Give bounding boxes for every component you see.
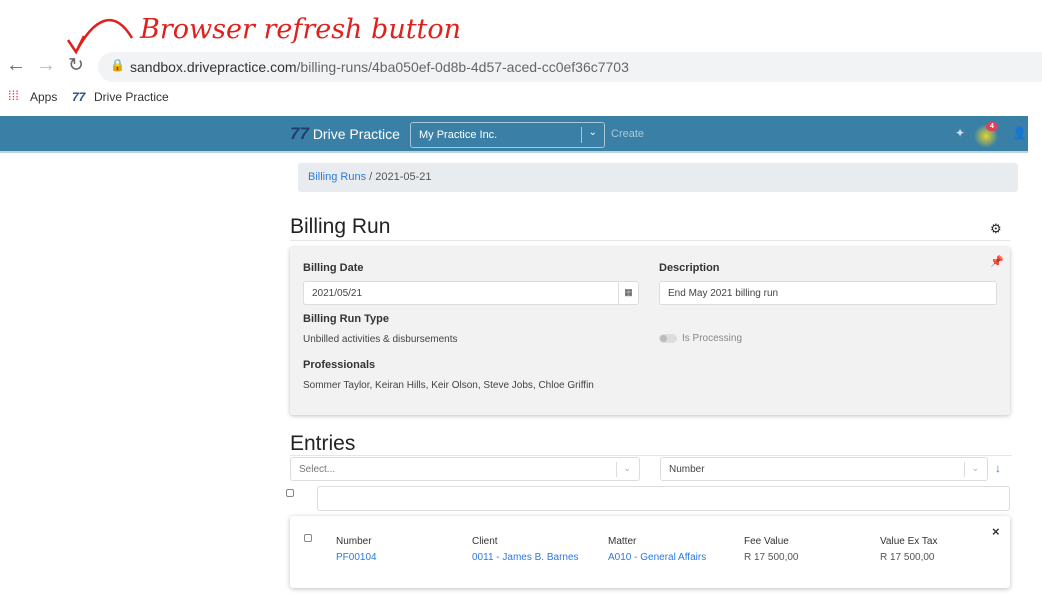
- is-processing-label: Is Processing: [682, 333, 743, 344]
- breadcrumb-current: 2021-05-21: [375, 171, 432, 183]
- brand[interactable]: 77 Drive Practice: [290, 124, 400, 144]
- select-all-checkbox[interactable]: [286, 489, 294, 497]
- annotation-text: Browser refresh button: [140, 14, 462, 45]
- entries-filter-select[interactable]: Select... ⌄: [290, 457, 640, 481]
- user-icon[interactable]: 👤: [1012, 126, 1027, 140]
- magic-wand-icon[interactable]: ✦: [955, 126, 966, 140]
- chevron-down-icon: ⌄: [971, 463, 979, 473]
- description-field[interactable]: End May 2021 billing run: [659, 281, 997, 305]
- description-label: Description: [659, 262, 720, 274]
- breadcrumb-billing-runs[interactable]: Billing Runs: [308, 171, 367, 183]
- entries-search-input[interactable]: [317, 486, 1010, 511]
- filter-placeholder: Select...: [299, 464, 336, 475]
- calendar-icon[interactable]: ▦: [618, 282, 638, 304]
- sort-field-value: Number: [669, 464, 705, 475]
- billing-run-card: 📌 Billing Date 2021/05/21 ▦ Description E…: [290, 247, 1010, 415]
- column-header-client: Client: [472, 536, 498, 547]
- description-value: End May 2021 billing run: [668, 288, 779, 299]
- forward-icon[interactable]: →: [36, 54, 56, 76]
- column-header-value-ex-tax: Value Ex Tax: [880, 536, 938, 547]
- url-path: /billing-runs/4ba050ef-0d8b-4d57-aced-cc…: [296, 59, 629, 75]
- entries-table: × Number Client Matter Fee Value Value E…: [290, 516, 1010, 588]
- billing-run-type-value: Unbilled activities & disbursements: [303, 334, 458, 345]
- create-button[interactable]: Create: [611, 128, 645, 140]
- lock-icon: 🔒: [110, 58, 125, 72]
- entry-number-link[interactable]: PF00104: [336, 552, 377, 563]
- drive-practice-logo-icon: 77: [72, 90, 86, 104]
- apps-grid-icon: ⁞⁞⁞: [8, 88, 19, 103]
- pin-icon[interactable]: 📌: [990, 256, 1004, 268]
- divider: [290, 455, 1012, 456]
- address-bar[interactable]: 🔒 sandbox.drivepractice.com/billing-runs…: [98, 52, 1042, 82]
- column-header-fee-value: Fee Value: [744, 536, 789, 547]
- entry-value-ex-tax: R 17 500,00: [880, 552, 935, 563]
- entry-matter-link[interactable]: A010 - General Affairs: [608, 552, 707, 563]
- column-header-matter: Matter: [608, 536, 637, 547]
- practice-select[interactable]: My Practice Inc. ⌄: [410, 122, 605, 148]
- back-icon[interactable]: ←: [6, 54, 26, 76]
- divider: [290, 240, 1010, 241]
- entry-fee-value: R 17 500,00: [744, 552, 799, 563]
- gear-icon[interactable]: ⚙: [990, 221, 1002, 236]
- page-title: Billing Run: [290, 215, 391, 238]
- bookmark-drive-practice[interactable]: Drive Practice: [94, 90, 169, 104]
- entries-title: Entries: [290, 432, 356, 455]
- billing-run-type-label: Billing Run Type: [303, 313, 389, 325]
- column-header-number: Number: [336, 536, 372, 547]
- logo-icon: 77: [290, 124, 309, 143]
- refresh-icon[interactable]: ↻: [68, 55, 84, 76]
- sort-direction-icon[interactable]: ↓: [995, 461, 1001, 475]
- billing-date-label: Billing Date: [303, 262, 364, 274]
- practice-value: My Practice Inc.: [419, 129, 498, 141]
- chevron-down-icon: ⌄: [588, 127, 597, 138]
- chevron-down-icon: ⌄: [623, 463, 631, 473]
- close-icon[interactable]: ×: [992, 524, 1000, 539]
- professionals-label: Professionals: [303, 359, 376, 371]
- is-processing-toggle[interactable]: [659, 334, 677, 343]
- brand-name: Drive Practice: [312, 126, 400, 142]
- annotation-arrow: [66, 18, 134, 55]
- professionals-value: Sommer Taylor, Keiran Hills, Keir Olson,…: [303, 380, 594, 391]
- sort-field-select[interactable]: Number ⌄: [660, 457, 988, 481]
- url-host: sandbox.drivepractice.com: [130, 59, 297, 75]
- breadcrumb: Billing Runs / 2021-05-21: [298, 163, 1018, 192]
- row-checkbox[interactable]: [304, 534, 312, 542]
- entry-client-link[interactable]: 0011 - James B. Barnes: [472, 552, 579, 563]
- bookmark-apps[interactable]: Apps: [30, 90, 58, 104]
- notification-badge: 4: [986, 122, 998, 131]
- billing-date-value: 2021/05/21: [312, 288, 363, 299]
- billing-date-field[interactable]: 2021/05/21 ▦: [303, 281, 639, 305]
